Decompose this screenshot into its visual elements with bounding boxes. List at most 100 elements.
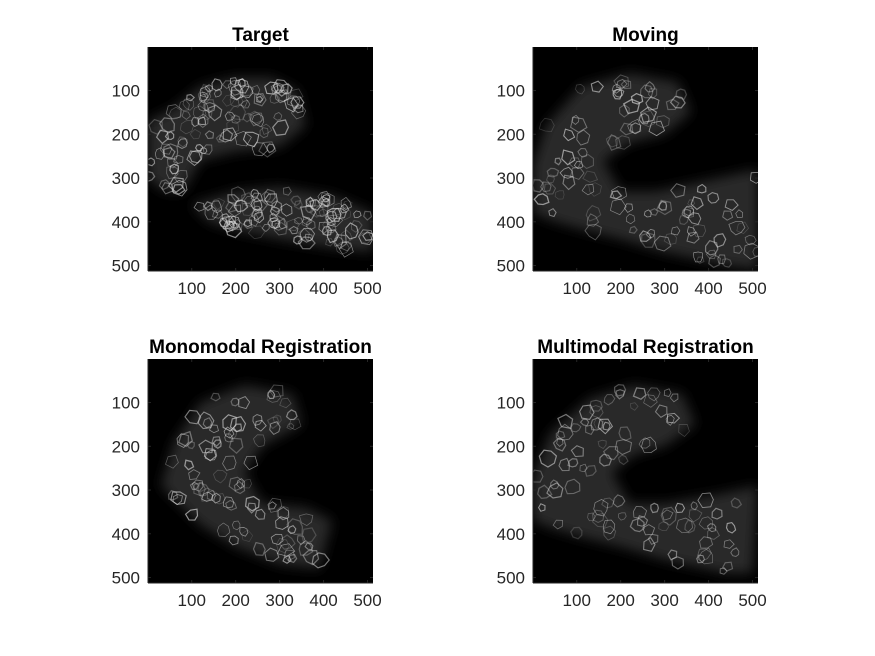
- cell-outline: [577, 148, 588, 158]
- microscopy-image: [161, 384, 333, 569]
- x-tick-label: 300: [265, 279, 293, 298]
- cell-outline: [268, 501, 277, 510]
- cell-outline: [643, 209, 652, 218]
- cell-outline: [618, 512, 627, 521]
- cell-outline: [584, 464, 597, 477]
- cell-outline: [340, 241, 352, 252]
- y-tick-label: 200: [497, 125, 525, 144]
- cell-outline: [210, 200, 223, 214]
- cell-outline: [189, 128, 202, 140]
- cell-outline: [605, 135, 618, 148]
- cell-outline: [242, 219, 252, 228]
- tissue-region: [161, 385, 333, 569]
- cell-outline: [262, 123, 273, 135]
- cell-outline: [592, 509, 605, 524]
- cell-outline: [350, 220, 363, 233]
- cell-outline: [647, 533, 659, 545]
- cell-outline: [212, 439, 222, 449]
- cell-outline: [639, 230, 652, 242]
- cell-outline: [234, 130, 252, 147]
- cell-outline: [168, 176, 184, 193]
- cell-outline: [698, 516, 713, 530]
- cell-outline: [198, 439, 213, 454]
- x-tick-label: 100: [178, 279, 206, 298]
- cell-outline: [555, 430, 566, 440]
- y-tick-label: 300: [497, 481, 525, 500]
- cell-outline: [609, 190, 623, 200]
- cell-outline: [242, 478, 252, 489]
- cell-outline: [254, 508, 266, 520]
- cell-outline: [204, 130, 215, 140]
- cell-outline: [279, 534, 296, 550]
- cell-outline: [304, 542, 314, 551]
- cell-outline: [211, 78, 223, 92]
- cell-outline: [233, 480, 246, 495]
- x-tick-label: 500: [353, 591, 381, 610]
- cell-outline: [287, 524, 297, 535]
- cell-outline: [286, 518, 304, 536]
- cell-outline: [267, 389, 276, 400]
- y-tick-label: 300: [497, 169, 525, 188]
- cell-outline: [283, 97, 299, 113]
- cell-outline: [290, 96, 305, 109]
- cell-outline: [191, 479, 204, 492]
- cell-outline: [199, 487, 216, 502]
- cell-outline: [181, 110, 191, 120]
- cell-outline: [589, 399, 603, 412]
- cell-outline: [242, 131, 260, 148]
- cell-outline: [629, 402, 639, 411]
- cell-outline: [280, 83, 293, 95]
- cell-outline: [633, 506, 648, 519]
- cell-outline: [744, 234, 757, 246]
- cell-outline: [570, 166, 585, 180]
- cell-outline: [735, 209, 744, 218]
- cell-outline: [251, 84, 261, 95]
- cell-outline: [227, 79, 242, 96]
- cell-outline: [311, 552, 330, 569]
- cell-outline: [607, 133, 622, 151]
- cell-outline: [686, 231, 700, 244]
- cell-outline: [579, 463, 588, 473]
- cell-outline: [597, 418, 614, 435]
- microscopy-image: [148, 77, 373, 258]
- cell-outline: [593, 417, 606, 431]
- cell-outline: [234, 78, 250, 94]
- cell-outline: [177, 136, 188, 148]
- cell-outline: [217, 522, 231, 537]
- cell-outline: [168, 106, 182, 120]
- cell-outline: [280, 203, 293, 217]
- cell-outline: [273, 84, 285, 94]
- cell-outline: [546, 174, 555, 184]
- cell-outline: [728, 220, 746, 236]
- cell-outline: [576, 129, 591, 146]
- cell-outline: [558, 457, 571, 472]
- cell-outline: [582, 170, 599, 183]
- cell-outline: [638, 437, 651, 449]
- cell-outline: [721, 258, 733, 268]
- cell-outline: [242, 112, 253, 123]
- cell-outline: [249, 112, 264, 127]
- cell-outline: [638, 112, 650, 125]
- y-tick-label: 500: [497, 257, 525, 276]
- cell-outline: [326, 229, 340, 244]
- cell-outline: [178, 430, 194, 448]
- cell-outline: [559, 166, 574, 179]
- y-tick-label: 500: [112, 257, 140, 276]
- cell-outline: [590, 417, 604, 431]
- cell-outline: [290, 195, 302, 207]
- cell-outline: [308, 204, 326, 218]
- cell-outline: [663, 388, 672, 398]
- cell-outline: [305, 197, 316, 207]
- cell-outline: [665, 98, 680, 111]
- cell-outline: [164, 131, 175, 140]
- cell-outline: [293, 235, 303, 245]
- cell-outline: [148, 157, 156, 167]
- cell-outline: [271, 82, 285, 94]
- cell-outline: [321, 198, 331, 207]
- cell-outline: [562, 174, 576, 191]
- cell-outline: [243, 195, 256, 207]
- cell-outline: [275, 516, 289, 530]
- cell-outline: [590, 80, 605, 93]
- cell-outline: [233, 199, 249, 213]
- cell-outline: [646, 229, 655, 239]
